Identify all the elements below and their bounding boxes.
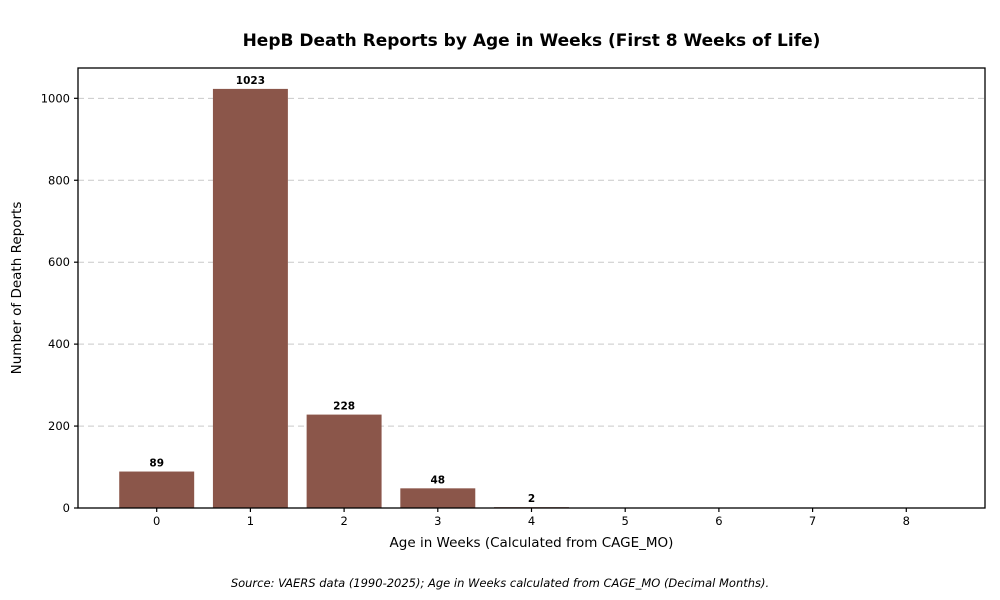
bar-value-label: 2 xyxy=(528,493,535,505)
bar-value-label: 228 xyxy=(333,401,355,413)
x-axis-label: Age in Weeks (Calculated from CAGE_MO) xyxy=(389,535,674,551)
bar xyxy=(119,471,195,508)
bars xyxy=(119,88,569,508)
gridlines xyxy=(78,97,985,427)
bar-value-labels: 89 1023 228 48 2 xyxy=(149,75,535,505)
y-tick-label: 600 xyxy=(48,255,70,269)
x-tick-label: 4 xyxy=(528,514,535,528)
bar xyxy=(306,414,382,508)
bar-value-label: 48 xyxy=(430,474,445,486)
x-tick-label: 5 xyxy=(622,514,629,528)
y-tick-label: 0 xyxy=(63,501,70,515)
x-tick-label: 3 xyxy=(434,514,441,528)
axis-ticks: 0 200 400 600 800 1000 0 1 2 3 4 5 6 7 8 xyxy=(41,91,910,528)
x-tick-label: 7 xyxy=(809,514,816,528)
y-tick-label: 1000 xyxy=(41,91,70,105)
bar-value-label: 1023 xyxy=(236,75,265,87)
y-tick-label: 400 xyxy=(48,337,70,351)
x-tick-label: 8 xyxy=(903,514,910,528)
x-tick-label: 0 xyxy=(153,514,160,528)
x-tick-label: 1 xyxy=(247,514,254,528)
x-tick-label: 6 xyxy=(715,514,722,528)
bar-value-label: 89 xyxy=(149,458,164,470)
bar xyxy=(212,88,288,508)
chart-title: HepB Death Reports by Age in Weeks (Firs… xyxy=(242,31,821,51)
bar xyxy=(400,488,476,508)
y-tick-label: 800 xyxy=(48,173,70,187)
y-tick-label: 200 xyxy=(48,419,70,433)
x-tick-label: 2 xyxy=(340,514,347,528)
source-note: Source: VAERS data (1990-2025); Age in W… xyxy=(230,576,770,590)
